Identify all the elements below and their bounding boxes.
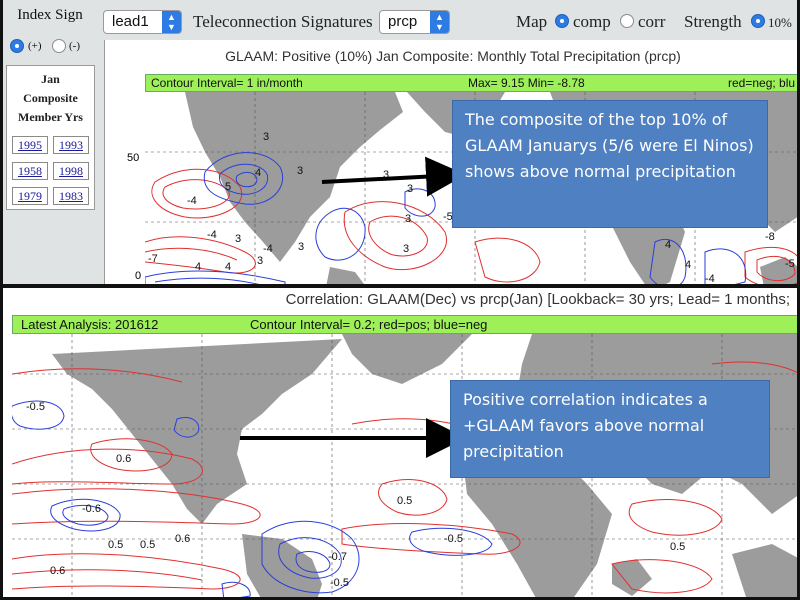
chevron-updown-icon: ▲ ▼ — [430, 11, 449, 33]
frame-border-right — [797, 0, 800, 600]
teleconnection-label: Teleconnection Signatures — [193, 12, 373, 31]
variable-select-value: prcp — [388, 13, 418, 30]
contour-label: 0.5 — [140, 539, 155, 551]
contour-label: -4 — [263, 243, 273, 255]
contour-label: -4 — [705, 273, 715, 284]
member-title-line: Composite — [23, 91, 78, 105]
corr-label: corr — [638, 12, 666, 31]
composite-callout: The composite of the top 10% of GLAAM Ja… — [452, 100, 768, 228]
contour-label: -0.7 — [328, 551, 347, 563]
contour-label: 3 — [403, 243, 409, 255]
map-label: Map — [516, 12, 548, 31]
contour-label: -0.5 — [330, 577, 349, 589]
correlation-chart-title: Correlation: GLAAM(Dec) vs prcp(Jan) [Lo… — [285, 291, 790, 308]
contour-label: 4 — [685, 259, 691, 271]
contour-label: 3 — [263, 131, 269, 143]
contour-label: -0.5 — [444, 533, 463, 545]
lat-label-0: 0 — [135, 270, 142, 282]
minus-label: (-) — [69, 40, 80, 52]
lead-select[interactable]: lead1 ▲ ▼ — [103, 10, 182, 34]
contour-label: 5 — [225, 181, 231, 193]
strength-value: 10% — [768, 15, 792, 30]
contour-label: -4 — [207, 229, 217, 241]
contour-label: 4 — [225, 261, 231, 273]
contour-label: 4 — [665, 239, 671, 251]
latest-analysis-text: Latest Analysis: 201612 — [21, 317, 159, 332]
max-min-text: Max= 9.15 Min= -8.78 — [468, 76, 585, 90]
comp-radio[interactable] — [555, 14, 569, 28]
corr-radio[interactable] — [620, 14, 634, 28]
contour-label: 0.6 — [50, 565, 65, 577]
year-link[interactable]: 1993 — [53, 136, 89, 154]
composite-info-bar: Contour Interval= 1 in/month Max= 9.15 M… — [145, 74, 800, 92]
composite-panel: Index Sign (+) (-) Jan Composite Member … — [0, 0, 800, 284]
year-link[interactable]: 1958 — [12, 162, 48, 180]
contour-label: 3 — [297, 165, 303, 177]
composite-chart-title: GLAAM: Positive (10%) Jan Composite: Mon… — [225, 48, 681, 64]
contour-label: -7 — [148, 253, 158, 265]
index-sign-title: Index Sign — [17, 7, 83, 23]
contour-label: 3 — [298, 241, 304, 253]
chevron-updown-icon: ▲ ▼ — [162, 11, 181, 33]
correlation-panel: Correlation: GLAAM(Dec) vs prcp(Jan) [Lo… — [0, 284, 800, 600]
contour-label: -0.5 — [26, 401, 45, 413]
contour-label: 0.6 — [175, 533, 190, 545]
comp-label: comp — [573, 12, 611, 31]
contour-label: 3 — [257, 255, 263, 267]
contour-label: -5 — [785, 258, 795, 270]
minus-radio[interactable] — [52, 39, 66, 53]
composite-arrow — [321, 156, 460, 197]
plus-radio[interactable] — [10, 39, 24, 53]
frame-border-left — [0, 0, 3, 600]
color-key-text: red=neg; blu — [728, 76, 796, 90]
contour-label: 3 — [407, 183, 413, 195]
year-link[interactable]: 1979 — [12, 187, 48, 205]
strength-radio[interactable] — [751, 14, 765, 28]
contour-label: 0.5 — [108, 539, 123, 551]
lat-label-50: 50 — [127, 152, 140, 164]
correlation-callout: Positive correlation indicates a +GLAAM … — [450, 380, 770, 478]
correlation-info-bar: Latest Analysis: 201612 Contour Interval… — [12, 315, 800, 334]
year-link[interactable]: 1983 — [53, 187, 89, 205]
correlation-arrow — [240, 418, 460, 458]
year-link[interactable]: 1995 — [12, 136, 48, 154]
contour-label: 3 — [235, 233, 241, 245]
contour-label: 0.5 — [397, 495, 412, 507]
member-years-title: Jan Composite Member Yrs — [7, 70, 94, 127]
contour-label: -4 — [187, 195, 197, 207]
index-sign-sidebar: Index Sign (+) (-) Jan Composite Member … — [0, 0, 100, 284]
contour-label: 4 — [255, 167, 261, 179]
contour-label: -0.6 — [82, 503, 101, 515]
frame-border-bottom — [0, 597, 800, 600]
member-title-line: Jan — [41, 72, 60, 86]
contour-interval-text: Contour Interval= 1 in/month — [151, 76, 303, 90]
contour-label: 0.5 — [670, 541, 685, 553]
contour-label: 3 — [383, 169, 389, 181]
lead-select-value: lead1 — [112, 13, 149, 30]
plus-label: (+) — [28, 40, 42, 52]
variable-select[interactable]: prcp ▲ ▼ — [379, 10, 450, 34]
member-title-line: Member Yrs — [18, 110, 83, 124]
contour-label: 3 — [405, 213, 411, 225]
year-link[interactable]: 1998 — [53, 162, 89, 180]
member-years-box: Jan Composite Member Yrs 1995 1993 1958 … — [6, 65, 95, 210]
toolbar: lead1 ▲ ▼ Teleconnection Signatures prcp … — [100, 0, 800, 42]
contour-label: -8 — [765, 231, 775, 243]
contour-label: -5 — [443, 211, 453, 223]
strength-label: Strength — [684, 12, 742, 31]
contour-label: 0.6 — [116, 453, 131, 465]
correlation-contour-text: Contour Interval= 0.2; red=pos; blue=neg — [250, 317, 488, 332]
contour-label: 4 — [195, 261, 201, 273]
